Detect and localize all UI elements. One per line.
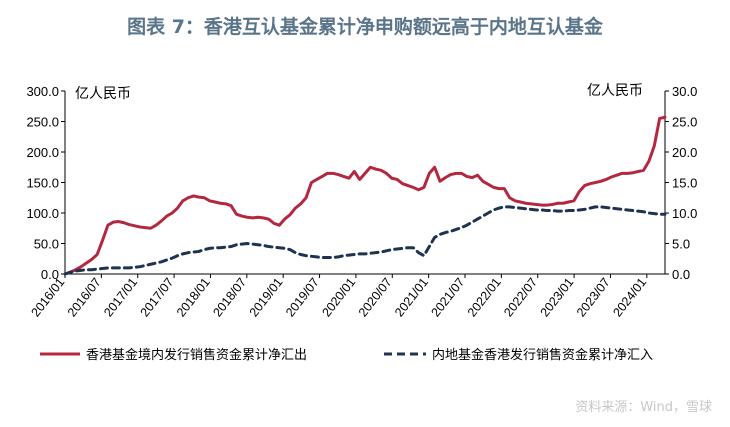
legend-inflow-label: 内地基金香港发行销售资金累计净汇入 bbox=[432, 347, 653, 363]
series-line-hk-outflow bbox=[63, 115, 667, 276]
left-tick-label: 250.0 bbox=[26, 115, 59, 130]
right-tick-label: 30.0 bbox=[672, 84, 697, 99]
x-tick-label: 2024/01 bbox=[610, 275, 649, 319]
right-unit-label: 亿人民币 bbox=[587, 83, 643, 99]
right-tick-label: 15.0 bbox=[672, 176, 697, 191]
x-tick-label: 2020/01 bbox=[319, 275, 358, 319]
source-note: 资料来源：Wind，雪球 bbox=[575, 400, 712, 415]
x-tick-label: 2021/01 bbox=[392, 275, 431, 319]
right-tick-label: 25.0 bbox=[672, 115, 697, 130]
x-tick-label: 2017/01 bbox=[101, 275, 140, 319]
x-tick-label: 2022/01 bbox=[465, 275, 504, 319]
x-tick-label: 2023/01 bbox=[538, 275, 577, 319]
x-tick-label: 2023/07 bbox=[574, 275, 613, 319]
x-tick-label: 2018/01 bbox=[174, 275, 213, 319]
series-line-mainland-inflow bbox=[63, 205, 667, 276]
left-unit-label: 亿人民币 bbox=[75, 86, 131, 102]
x-tick-label: 2021/07 bbox=[429, 275, 468, 319]
legend-outflow-label: 香港基金境内发行销售资金累计净汇出 bbox=[86, 347, 307, 363]
axes bbox=[64, 91, 666, 275]
right-axis: 0.0 5.0 10.0 15.0 20.0 25.0 30.0 bbox=[665, 84, 697, 282]
legend: 香港基金境内发行销售资金累计净汇出 内地基金香港发行销售资金累计净汇入 bbox=[40, 347, 653, 363]
left-tick-label: 150.0 bbox=[26, 176, 59, 191]
series-layer bbox=[63, 115, 667, 276]
left-tick-label: 50.0 bbox=[34, 237, 59, 252]
left-tick-label: 300.0 bbox=[26, 84, 59, 99]
right-tick-label: 0.0 bbox=[672, 267, 690, 282]
left-tick-label: 0.0 bbox=[41, 267, 59, 282]
right-tick-label: 5.0 bbox=[672, 237, 690, 252]
x-tick-label: 2017/07 bbox=[138, 275, 177, 319]
x-tick-label: 2016/07 bbox=[65, 275, 104, 319]
x-tick-label: 2019/07 bbox=[283, 275, 322, 319]
right-tick-label: 10.0 bbox=[672, 206, 697, 221]
chart-title: 图表 7：香港互认基金累计净申购额远高于内地互认基金 bbox=[127, 15, 604, 38]
right-tick-label: 20.0 bbox=[672, 145, 697, 160]
left-axis: 0.0 50.0 100.0 150.0 200.0 250.0 300.0 bbox=[26, 84, 65, 282]
x-tick-label: 2022/07 bbox=[501, 275, 540, 319]
x-tick-label: 2020/07 bbox=[356, 275, 395, 319]
x-tick-label: 2019/01 bbox=[247, 275, 286, 319]
x-tick-label: 2018/07 bbox=[210, 275, 249, 319]
left-tick-label: 100.0 bbox=[26, 206, 59, 221]
x-axis: 2016/012016/072017/012017/072018/012018/… bbox=[29, 274, 649, 319]
left-tick-label: 200.0 bbox=[26, 145, 59, 160]
